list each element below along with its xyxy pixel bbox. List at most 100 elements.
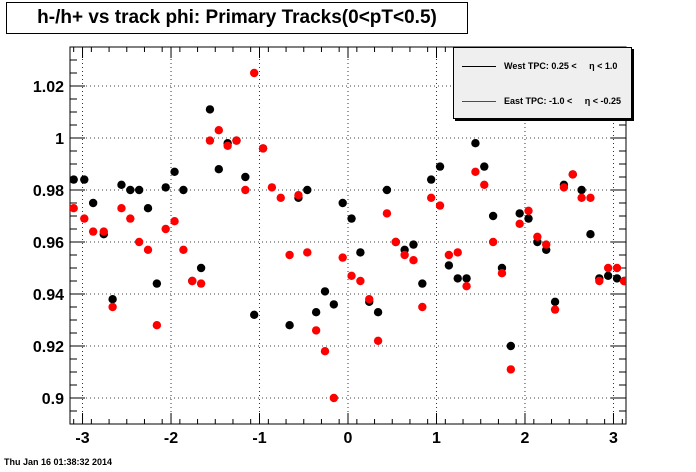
data-point-west bbox=[409, 240, 418, 249]
data-point-west bbox=[170, 167, 179, 176]
x-tick-label: -3 bbox=[75, 430, 89, 447]
data-point-east bbox=[603, 263, 613, 273]
data-point-east bbox=[170, 217, 179, 226]
data-point-east bbox=[88, 227, 98, 236]
x-tick-label: 0 bbox=[344, 430, 353, 447]
data-point-east bbox=[533, 232, 542, 241]
data-point-east bbox=[550, 305, 560, 314]
data-point-east bbox=[311, 326, 321, 335]
data-point-east bbox=[70, 204, 78, 213]
data-point-west bbox=[382, 185, 392, 195]
data-point-east bbox=[188, 276, 197, 286]
data-point-west bbox=[134, 185, 144, 195]
data-point-east bbox=[347, 271, 356, 280]
data-point-east bbox=[285, 250, 294, 260]
data-point-east bbox=[382, 209, 392, 218]
data-point-east bbox=[294, 191, 303, 200]
data-point-west bbox=[277, 433, 285, 441]
data-point-east bbox=[117, 204, 126, 213]
x-tick-label: -1 bbox=[252, 430, 266, 447]
data-point-east bbox=[126, 214, 135, 223]
data-point-east bbox=[161, 224, 170, 234]
data-point-west bbox=[88, 198, 98, 208]
data-point-west bbox=[311, 308, 321, 317]
data-point-east bbox=[338, 253, 347, 262]
data-point-west bbox=[214, 165, 224, 174]
data-point-east bbox=[400, 250, 409, 260]
data-point-east bbox=[542, 240, 551, 249]
data-point-west bbox=[515, 209, 524, 218]
data-point-west bbox=[418, 279, 427, 288]
data-point-east bbox=[462, 282, 471, 291]
x-tick-label: 2 bbox=[521, 430, 530, 447]
data-point-west bbox=[347, 214, 356, 223]
data-point-west bbox=[329, 300, 339, 309]
data-point-east bbox=[559, 183, 569, 192]
legend-swatch-west bbox=[462, 65, 496, 67]
legend: West TPC: 0.25 < η < 1.0 East TPC: -1.0 … bbox=[453, 47, 632, 119]
data-point-east bbox=[108, 302, 117, 312]
data-point-east bbox=[320, 347, 330, 356]
data-point-west bbox=[356, 248, 365, 257]
data-point-west bbox=[426, 175, 436, 184]
data-point-west bbox=[80, 175, 89, 184]
data-point-west bbox=[320, 287, 330, 296]
data-point-east bbox=[426, 193, 436, 202]
data-point-east bbox=[619, 276, 626, 286]
data-point-west bbox=[462, 274, 471, 283]
data-point-east bbox=[329, 393, 339, 403]
data-point-east bbox=[356, 276, 365, 286]
data-point-east bbox=[506, 365, 516, 374]
x-tick-label: 3 bbox=[609, 430, 618, 447]
data-point-east bbox=[595, 276, 604, 286]
chart-title: h-/h+ vs track phi: Primary Tracks(0<pT<… bbox=[6, 2, 468, 34]
data-point-west bbox=[152, 279, 162, 288]
data-point-west bbox=[108, 295, 117, 304]
y-tick-label: 0.98 bbox=[33, 183, 64, 200]
data-point-east bbox=[223, 141, 232, 150]
data-point-east bbox=[471, 167, 480, 176]
legend-label-west: West TPC: 0.25 < η < 1.0 bbox=[504, 61, 618, 71]
data-point-west bbox=[268, 443, 276, 451]
data-point-east bbox=[267, 183, 277, 192]
data-point-west bbox=[435, 162, 445, 171]
legend-swatch-east bbox=[462, 100, 496, 102]
data-point-east bbox=[435, 201, 445, 210]
data-point-east bbox=[143, 245, 153, 254]
data-point-west bbox=[143, 204, 153, 213]
data-point-west bbox=[205, 105, 215, 114]
data-point-west bbox=[126, 185, 135, 195]
data-point-east bbox=[612, 263, 622, 273]
data-point-east bbox=[409, 256, 418, 265]
y-tick-label: 0.9 bbox=[42, 391, 64, 408]
data-point-east bbox=[444, 250, 454, 260]
y-tick-label: 0.96 bbox=[33, 235, 64, 252]
data-point-east bbox=[391, 237, 400, 247]
data-point-east bbox=[515, 219, 524, 228]
data-point-west bbox=[488, 211, 498, 221]
data-point-east bbox=[453, 248, 462, 257]
data-point-east bbox=[497, 269, 507, 278]
data-point-east bbox=[568, 170, 577, 179]
y-tick-label: 0.94 bbox=[33, 287, 64, 304]
timestamp: Thu Jan 16 01:38:32 2014 bbox=[4, 457, 113, 467]
data-point-east bbox=[480, 180, 489, 189]
data-point-east bbox=[250, 68, 259, 78]
data-point-west bbox=[117, 180, 126, 189]
data-point-east bbox=[488, 237, 498, 247]
data-point-east bbox=[258, 144, 268, 153]
data-point-east bbox=[214, 126, 224, 135]
data-point-west bbox=[250, 310, 259, 319]
data-point-west bbox=[444, 261, 454, 270]
data-point-east bbox=[418, 302, 427, 312]
data-point-west bbox=[577, 185, 586, 195]
data-point-east bbox=[303, 248, 312, 257]
data-point-west bbox=[603, 271, 613, 280]
data-point-east bbox=[179, 245, 188, 254]
x-tick-label: -2 bbox=[164, 430, 178, 447]
data-point-east bbox=[80, 214, 89, 223]
data-point-west bbox=[506, 341, 516, 351]
data-point-east bbox=[205, 136, 215, 145]
data-point-west bbox=[179, 185, 188, 195]
data-point-east bbox=[276, 193, 285, 202]
